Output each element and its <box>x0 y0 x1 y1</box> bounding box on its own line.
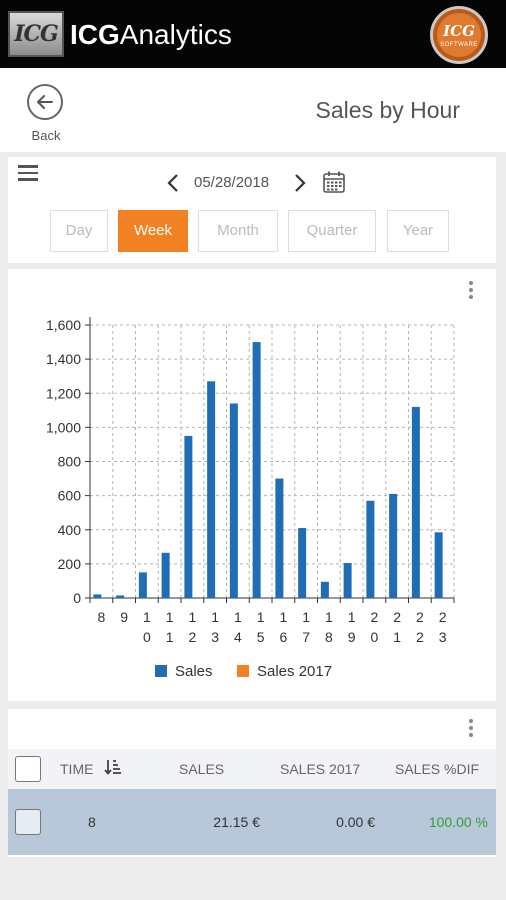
legend-label: Sales 2017 <box>257 663 332 680</box>
cell-time: 8 <box>88 814 96 830</box>
bar-sales <box>207 381 216 598</box>
sales-by-hour-chart: 0 200 400 600 800 1,000 1,200 1,400 1,600 8 9 1 0 1 1 1… <box>46 317 455 680</box>
hamburger-menu-icon[interactable] <box>18 165 40 183</box>
x-tick-label: 9 <box>120 609 128 625</box>
y-tick-label: 200 <box>58 556 82 572</box>
brand-name: ICGAnalytics <box>70 18 232 52</box>
column-header-sales[interactable]: SALES <box>179 761 225 777</box>
avatar-logo-text: ICG <box>443 22 475 40</box>
legend-swatch <box>237 665 249 677</box>
y-tick-label: 400 <box>58 522 82 538</box>
y-tick-label: 800 <box>58 454 82 470</box>
y-tick-label: 0 <box>73 590 81 606</box>
bar-sales <box>116 595 125 598</box>
bar-sales <box>138 572 147 598</box>
bar-sales <box>298 528 307 598</box>
top-app-bar: ICG ICGAnalytics ICG SOFTWARE <box>0 0 506 68</box>
column-header-sales-dif[interactable]: SALES %DIF <box>395 761 480 777</box>
bar-sales <box>275 478 284 598</box>
bar-sales <box>434 532 443 598</box>
period-week-button[interactable]: Week <box>118 210 188 252</box>
select-all-checkbox[interactable] <box>15 756 41 782</box>
row-checkbox[interactable] <box>15 809 41 835</box>
back-button[interactable]: Back <box>24 82 68 146</box>
sales-table-card: TIME SALES SALES 2017 SALES %DIF 8 21.15… <box>8 709 496 857</box>
period-quarter-button[interactable]: Quarter <box>288 210 376 252</box>
chart-options-kebab-icon[interactable] <box>468 281 474 301</box>
bar-sales <box>389 493 398 598</box>
user-avatar[interactable]: ICG SOFTWARE <box>430 6 488 64</box>
next-date-button[interactable] <box>291 171 309 195</box>
period-month-button[interactable]: Month <box>198 210 278 252</box>
chevron-left-icon <box>167 174 178 192</box>
date-selector: 05/28/2018 <box>8 171 496 195</box>
bar-sales <box>252 342 261 598</box>
y-tick-label: 1,600 <box>46 317 81 333</box>
page-title: Sales by Hour <box>315 97 460 123</box>
date-navigation-card: 05/28/2018 Day Week Month Quarter Year <box>8 157 496 263</box>
bar-sales <box>229 403 238 598</box>
calendar-button[interactable] <box>322 170 346 194</box>
legend-swatch <box>155 665 167 677</box>
y-tick-label: 1,200 <box>46 385 81 401</box>
y-tick-label: 1,400 <box>46 351 81 367</box>
period-day-button[interactable]: Day <box>50 210 108 252</box>
column-header-sales-2017[interactable]: SALES 2017 <box>280 761 361 777</box>
brand-name-bold: ICG <box>70 19 120 50</box>
bar-sales <box>161 552 170 598</box>
cell-sales: 21.15 € <box>213 814 260 830</box>
previous-date-button[interactable] <box>164 171 182 195</box>
legend-label: Sales <box>175 663 213 680</box>
column-header-time[interactable]: TIME <box>60 761 94 777</box>
table-row[interactable]: 8 21.15 € 0.00 € 100.00 % <box>8 789 496 855</box>
avatar-logo-subtext: SOFTWARE <box>440 42 478 48</box>
bar-sales <box>184 435 193 598</box>
table-options-kebab-icon[interactable] <box>468 719 474 739</box>
bar-sales <box>320 581 329 598</box>
bar-sales <box>93 594 102 598</box>
y-tick-label: 600 <box>58 488 82 504</box>
sort-descending-icon[interactable] <box>104 758 122 776</box>
page-header: Back Sales by Hour <box>0 68 506 152</box>
back-label: Back <box>31 128 61 143</box>
y-tick-label: 1,000 <box>46 419 81 435</box>
x-tick-label: 8 <box>97 609 105 625</box>
calendar-icon <box>323 171 345 193</box>
bar-sales <box>343 563 352 598</box>
period-year-button[interactable]: Year <box>387 210 449 252</box>
sales-chart-card: 0 200 400 600 800 1,000 1,200 1,400 1,600 8 9 1 0 1 1 1… <box>8 269 496 701</box>
current-date[interactable]: 05/28/2018 <box>194 174 270 191</box>
back-arrow-icon <box>27 84 63 120</box>
brand-name-rest: Analytics <box>119 19 232 50</box>
bar-sales <box>411 406 420 598</box>
icg-logo: ICG <box>8 11 64 57</box>
cell-sales-2017: 0.00 € <box>336 814 375 830</box>
bar-sales <box>366 500 375 598</box>
chevron-right-icon <box>295 174 306 192</box>
cell-sales-dif: 100.00 % <box>428 814 488 830</box>
table-header: TIME SALES SALES 2017 SALES %DIF <box>8 749 496 789</box>
